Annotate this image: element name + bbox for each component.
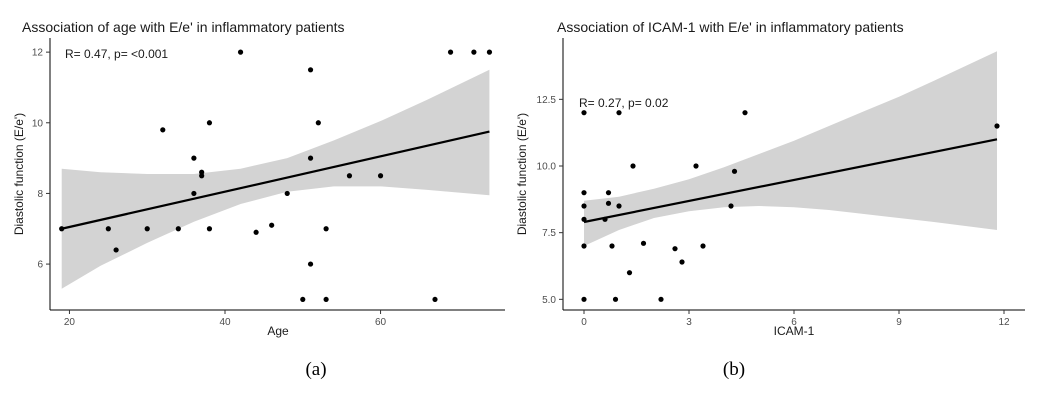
chart-a-point — [323, 296, 329, 303]
chart-b-confidence-band — [584, 51, 997, 246]
chart-a-x-label: Age — [267, 324, 289, 338]
chart-b-point — [630, 163, 636, 169]
chart-b-points — [581, 110, 1000, 302]
chart-a-y-tick-label: 6 — [37, 260, 43, 271]
chart-b-point — [609, 243, 615, 249]
chart-a-y-ticks: 6 8 10 12 — [32, 48, 50, 271]
chart-a-point — [307, 67, 314, 73]
chart-b-x-label: ICAM-1 — [774, 324, 815, 338]
chart-b-y-tick-label: 7.5 — [542, 228, 556, 239]
chart-a-point — [471, 49, 477, 55]
chart-a-point — [447, 49, 454, 55]
chart-a-points — [59, 49, 493, 303]
chart-a-annotation: R= 0.47, p= <0.001 — [65, 47, 168, 61]
chart-a-point — [113, 247, 119, 253]
chart-a-point — [253, 229, 259, 235]
chart-b-point — [731, 168, 738, 174]
chart-a-point — [144, 226, 150, 232]
chart-b-point — [605, 190, 612, 196]
chart-b-point — [602, 216, 608, 222]
chart-a-point — [160, 127, 166, 133]
chart-a-x-tick-label: 60 — [375, 317, 387, 328]
chart-a-panel-label: (a) — [305, 359, 326, 380]
chart-a-x-tick-label: 40 — [219, 317, 231, 328]
chart-a-point — [346, 173, 353, 179]
chart-b-y-label: Diastolic function (E/e') — [515, 113, 529, 235]
chart-a-point — [307, 261, 314, 267]
chart-a-point — [175, 226, 181, 232]
chart-a-title: Association of age with E/e' in inflamma… — [22, 19, 345, 35]
chart-b-point — [658, 296, 664, 302]
chart-b-y-ticks: 5.0 7.5 10.0 12.5 — [537, 95, 563, 306]
chart-b-title: Association of ICAM-1 with E/e' in infla… — [557, 19, 904, 35]
chart-b-panel-label: (b) — [723, 359, 745, 380]
chart-b-x-tick-label: 12 — [998, 317, 1010, 328]
chart-b-x-tick-label: 6 — [791, 317, 797, 328]
chart-b-point — [616, 203, 622, 209]
chart-b-point — [626, 270, 633, 276]
chart-a-x-ticks: 20 40 60 — [64, 310, 387, 328]
chart-a-point — [315, 120, 321, 126]
chart-b-x-tick-label: 0 — [581, 317, 587, 328]
chart-a-point — [237, 49, 244, 55]
chart-a-point — [199, 169, 205, 175]
chart-a-point — [206, 120, 213, 126]
chart-b-point — [605, 200, 612, 206]
chart-b-x-tick-label: 9 — [896, 317, 902, 328]
chart-b-y-tick-label: 10.0 — [537, 162, 557, 173]
chart-b-point — [581, 296, 587, 302]
chart-b-point — [679, 259, 685, 265]
chart-a-point — [284, 190, 290, 197]
chart-a-x-tick-label: 20 — [64, 317, 76, 328]
chart-b-point — [581, 216, 587, 222]
chart-b-point — [640, 240, 647, 246]
chart-a-point — [269, 222, 275, 228]
chart-a-point — [486, 49, 493, 55]
chart-a-fit-line — [61, 130, 490, 230]
chart-a-y-tick-label: 8 — [37, 189, 43, 200]
chart-b-point — [728, 203, 734, 209]
chart-a-point — [105, 226, 111, 232]
chart-b-point — [672, 246, 678, 252]
chart-b-point — [994, 123, 1000, 129]
chart-a-y-tick-label: 12 — [32, 48, 44, 59]
chart-b-point — [616, 110, 622, 116]
chart-a-point — [307, 155, 314, 161]
chart-panel-a: Association of age with E/e' in inflamma… — [12, 19, 505, 380]
chart-a-point — [206, 226, 213, 232]
chart-b-x-tick-label: 3 — [686, 317, 692, 328]
chart-a-point — [432, 296, 438, 303]
chart-b-x-ticks: 0 3 6 9 12 — [581, 310, 1010, 328]
chart-b-point — [581, 203, 587, 209]
chart-b-annotation: R= 0.27, p= 0.02 — [579, 96, 669, 110]
chart-b-point — [693, 163, 699, 169]
chart-panel-b: Association of ICAM-1 with E/e' in infla… — [515, 19, 1025, 380]
chart-b-point — [700, 243, 706, 249]
chart-a-y-label: Diastolic function (E/e') — [12, 113, 26, 235]
chart-b-fit-line — [583, 138, 998, 224]
chart-b-point — [612, 296, 619, 302]
chart-a-point — [377, 173, 384, 179]
chart-b-y-tick-label: 12.5 — [537, 95, 557, 106]
chart-b-point — [581, 243, 587, 249]
chart-a-point — [300, 296, 306, 303]
chart-b-point — [742, 110, 748, 116]
chart-a-point — [59, 226, 65, 232]
chart-b-point — [581, 110, 587, 116]
chart-a-point — [191, 155, 197, 161]
chart-a-point — [191, 190, 197, 197]
chart-b-point — [581, 190, 587, 196]
chart-a-point — [323, 226, 329, 232]
chart-b-y-tick-label: 5.0 — [542, 295, 556, 306]
chart-a-y-tick-label: 10 — [32, 118, 44, 129]
